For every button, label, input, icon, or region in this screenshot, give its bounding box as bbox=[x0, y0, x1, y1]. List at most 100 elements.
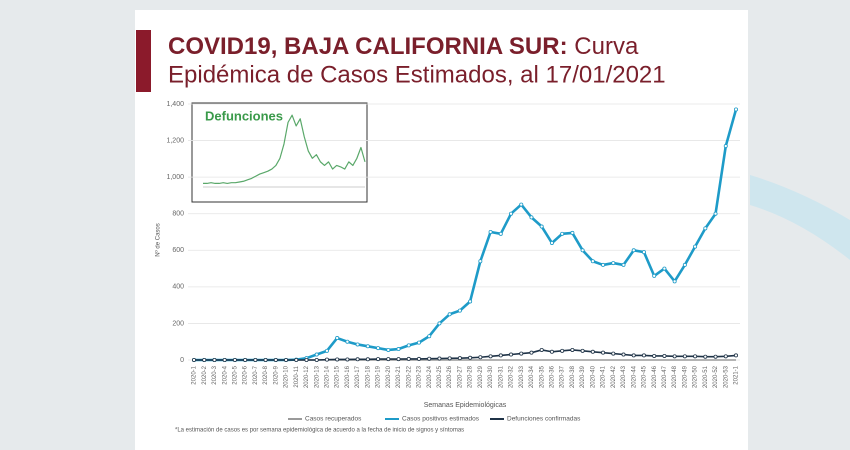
data-point bbox=[294, 357, 299, 362]
x-tick-label: 2020-21 bbox=[396, 365, 402, 388]
data-point bbox=[509, 211, 514, 216]
x-tick-label: 2020-7 bbox=[253, 365, 259, 384]
x-tick-label: 2020-50 bbox=[693, 365, 699, 388]
x-axis-label: Semanas Epidemiológicas bbox=[424, 402, 507, 409]
x-tick-label: 2020-28 bbox=[468, 365, 474, 388]
x-tick-label: 2020-35 bbox=[539, 365, 545, 388]
inset-title: Defunciones bbox=[205, 108, 283, 123]
data-point bbox=[396, 357, 401, 362]
y-tick-label: 600 bbox=[172, 247, 184, 254]
data-point bbox=[570, 347, 575, 352]
title: COVID19, BAJA CALIFORNIA SUR: Curva bbox=[168, 33, 639, 60]
data-point bbox=[641, 250, 646, 255]
data-point bbox=[672, 354, 677, 359]
title-line2: Epidémica de Casos Estimados, al 17/01/2… bbox=[168, 61, 666, 88]
x-tick-label: 2020-5 bbox=[232, 365, 238, 384]
data-point bbox=[601, 262, 606, 267]
data-point bbox=[457, 356, 462, 361]
data-point bbox=[539, 224, 544, 229]
data-point bbox=[570, 230, 575, 235]
data-point bbox=[376, 357, 381, 362]
decor bbox=[750, 175, 850, 260]
data-point bbox=[723, 144, 728, 149]
data-point bbox=[488, 229, 493, 234]
data-point bbox=[478, 259, 483, 264]
x-tick-label: 2020-17 bbox=[355, 365, 361, 388]
x-tick-label: 2020-26 bbox=[447, 365, 453, 388]
data-point bbox=[212, 357, 217, 362]
x-tick-label: 2020-46 bbox=[652, 365, 658, 388]
x-tick-label: 2020-24 bbox=[427, 365, 433, 388]
data-point bbox=[345, 339, 350, 344]
x-tick-label: 2020-45 bbox=[642, 365, 648, 388]
x-tick-label: 2020-52 bbox=[713, 365, 719, 388]
data-point bbox=[468, 299, 473, 304]
x-tick-label: 2020-49 bbox=[682, 365, 688, 388]
data-point bbox=[324, 357, 329, 362]
x-tick-label: 2020-40 bbox=[590, 365, 596, 388]
data-point bbox=[529, 350, 534, 355]
inset-frame bbox=[191, 102, 368, 203]
data-point bbox=[191, 357, 196, 362]
x-tick-label: 2020-39 bbox=[580, 365, 586, 388]
data-point bbox=[324, 348, 329, 353]
data-point bbox=[662, 266, 667, 271]
data-point bbox=[478, 355, 483, 360]
data-point bbox=[406, 356, 411, 361]
x-tick-label: 2020-9 bbox=[273, 365, 279, 384]
data-point bbox=[539, 347, 544, 352]
x-tick-label: 2020-19 bbox=[376, 365, 382, 388]
data-point bbox=[652, 273, 657, 278]
x-tick-label: 2020-34 bbox=[529, 365, 535, 388]
x-tick-label: 2020-23 bbox=[417, 365, 423, 388]
x-tick-label: 2020-53 bbox=[723, 365, 729, 388]
data-point bbox=[284, 357, 289, 362]
legend-label: Casos recuperados bbox=[305, 416, 362, 423]
data-point bbox=[703, 226, 708, 231]
data-point bbox=[672, 279, 677, 284]
x-tick-label: 2020-43 bbox=[621, 365, 627, 388]
data-point bbox=[641, 353, 646, 358]
x-tick-label: 2020-6 bbox=[243, 365, 249, 384]
data-point bbox=[488, 354, 493, 359]
data-point bbox=[437, 321, 442, 326]
x-tick-label: 2020-47 bbox=[662, 365, 668, 388]
x-tick-label: 2020-2 bbox=[202, 365, 208, 384]
x-tick-label: 2020-12 bbox=[304, 365, 310, 388]
data-point bbox=[416, 356, 421, 361]
x-tick-label: 2020-14 bbox=[325, 365, 331, 388]
data-point bbox=[560, 231, 565, 236]
data-point bbox=[723, 354, 728, 359]
slide-panel bbox=[135, 10, 748, 450]
data-point bbox=[682, 354, 687, 359]
data-point bbox=[406, 343, 411, 348]
x-tick-label: 2020-48 bbox=[672, 365, 678, 388]
data-point bbox=[498, 231, 503, 236]
x-tick-label: 2020-13 bbox=[314, 365, 320, 388]
data-point bbox=[652, 353, 657, 358]
x-tick-label: 2020-42 bbox=[611, 365, 617, 388]
x-tick-label: 2020-37 bbox=[560, 365, 566, 388]
data-point bbox=[693, 244, 698, 249]
title-bar bbox=[136, 30, 151, 92]
x-tick-label: 2020-31 bbox=[498, 365, 504, 388]
data-point bbox=[734, 107, 739, 112]
data-point bbox=[427, 334, 432, 339]
data-point bbox=[273, 357, 278, 362]
data-point bbox=[519, 202, 524, 207]
data-point bbox=[549, 349, 554, 354]
data-point bbox=[693, 354, 698, 359]
data-point bbox=[314, 352, 319, 357]
x-tick-label: 2020-36 bbox=[550, 365, 556, 388]
data-point bbox=[202, 357, 207, 362]
x-tick-label: 2020-27 bbox=[457, 365, 463, 388]
data-point bbox=[355, 357, 360, 362]
data-point bbox=[437, 356, 442, 361]
data-point bbox=[734, 353, 739, 358]
data-point bbox=[447, 356, 452, 361]
data-point bbox=[621, 352, 626, 357]
data-point bbox=[416, 340, 421, 345]
data-point bbox=[713, 354, 718, 359]
